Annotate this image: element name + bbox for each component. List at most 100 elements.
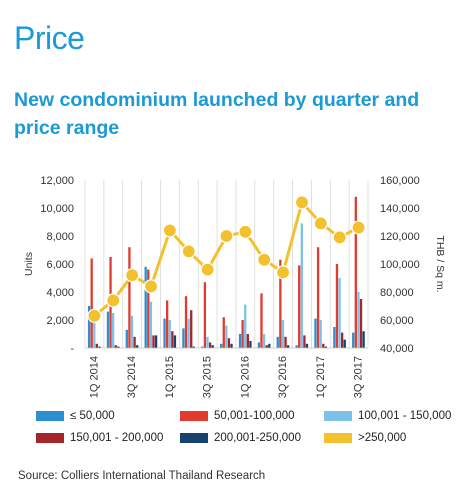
bar bbox=[238, 334, 242, 348]
y2-tick-label: 80,000 bbox=[380, 287, 414, 299]
bar bbox=[192, 346, 195, 348]
bar bbox=[324, 346, 328, 348]
line-point bbox=[332, 230, 347, 245]
bar bbox=[362, 331, 365, 348]
bar bbox=[343, 339, 346, 348]
legend-item: >250,000 bbox=[324, 432, 406, 444]
bar bbox=[203, 282, 207, 348]
bar bbox=[168, 320, 171, 348]
bar bbox=[303, 335, 306, 348]
line-point bbox=[238, 224, 253, 239]
legend-swatch bbox=[180, 433, 208, 443]
y2-tick-label: 60,000 bbox=[380, 315, 414, 327]
line-point bbox=[143, 279, 159, 294]
bar bbox=[287, 345, 290, 348]
bar bbox=[152, 335, 155, 348]
bar bbox=[117, 346, 120, 348]
x-tick-label: 3Q 2016 bbox=[277, 356, 289, 398]
bar bbox=[249, 341, 252, 348]
legend-swatch bbox=[36, 433, 64, 443]
bar bbox=[295, 345, 298, 348]
axes: - 2,000 4,000 6,000 8,000 10,000 12,000 40,000 6… bbox=[23, 175, 446, 398]
bar bbox=[173, 335, 177, 348]
bar bbox=[171, 331, 174, 348]
legend-label: 150,001 - 200,000 bbox=[70, 432, 164, 444]
bar bbox=[208, 342, 212, 348]
bar bbox=[112, 313, 115, 348]
legend-label: >250,000 bbox=[358, 432, 407, 444]
bar bbox=[133, 336, 136, 348]
bar bbox=[241, 320, 244, 348]
bar bbox=[300, 223, 303, 348]
bar bbox=[184, 296, 188, 348]
line-point bbox=[276, 265, 291, 280]
bar bbox=[149, 301, 153, 348]
bar bbox=[220, 343, 223, 348]
y2-tick-label: 160,000 bbox=[380, 175, 420, 187]
grid bbox=[84, 180, 369, 348]
bar bbox=[147, 269, 150, 348]
bar bbox=[341, 332, 344, 348]
bar bbox=[305, 343, 309, 348]
bar bbox=[268, 343, 271, 348]
y-axis-title: Units bbox=[23, 252, 35, 276]
bar bbox=[279, 259, 282, 348]
bar bbox=[114, 345, 117, 348]
bar bbox=[163, 318, 166, 348]
line-point bbox=[219, 228, 234, 244]
legend-item: 150,001 - 200,000 bbox=[36, 432, 163, 444]
bar bbox=[98, 346, 101, 348]
bar bbox=[90, 258, 93, 348]
page-title: Price bbox=[14, 20, 85, 56]
bar bbox=[222, 317, 225, 348]
bar bbox=[359, 299, 363, 348]
x-tick-label: 1Q 2014 bbox=[88, 356, 100, 398]
chart-subtitle: New condominium launched by quarter and … bbox=[14, 89, 420, 139]
y2-axis-title: THB / Sq m. bbox=[434, 235, 446, 292]
y2-tick-label: 140,000 bbox=[380, 203, 420, 215]
bar bbox=[265, 345, 268, 348]
line-point bbox=[200, 262, 215, 277]
line-point bbox=[181, 244, 196, 259]
bar bbox=[281, 320, 285, 348]
y-tick-label: 8,000 bbox=[46, 231, 74, 243]
bar bbox=[314, 318, 317, 348]
x-tick-label: 1Q 2016 bbox=[239, 356, 251, 398]
bar bbox=[211, 345, 214, 348]
y-tick-label: - bbox=[70, 343, 74, 355]
x-tick-label: 3Q 2015 bbox=[202, 356, 214, 398]
bar bbox=[284, 336, 287, 348]
line-point bbox=[87, 308, 102, 323]
bar bbox=[87, 306, 91, 348]
legend-item: 100,001 - 150,000 bbox=[324, 410, 451, 422]
bar bbox=[190, 310, 193, 348]
x-tick-label: 1Q 2015 bbox=[164, 356, 176, 398]
bar bbox=[225, 325, 228, 348]
x-tick-label: 3Q 2017 bbox=[353, 356, 365, 398]
bar bbox=[166, 300, 169, 348]
legend-label: 100,001 - 150,000 bbox=[358, 410, 452, 422]
bar bbox=[260, 293, 263, 348]
bar bbox=[246, 334, 249, 348]
y-tick-label: 10,000 bbox=[40, 203, 74, 215]
bar bbox=[335, 264, 339, 348]
y-tick-label: 4,000 bbox=[46, 287, 74, 299]
bar bbox=[106, 311, 110, 348]
bar bbox=[201, 346, 204, 348]
legend-item: 50,001-100,000 bbox=[180, 410, 295, 422]
bar bbox=[257, 342, 261, 348]
y2-tick-label: 100,000 bbox=[380, 259, 420, 271]
bar bbox=[298, 265, 301, 348]
legend-swatch bbox=[180, 411, 208, 421]
bar bbox=[322, 343, 325, 348]
line-point bbox=[351, 220, 366, 235]
x-tick-label: 3Q 2014 bbox=[126, 356, 138, 398]
line-point bbox=[125, 268, 140, 283]
bar bbox=[262, 334, 266, 348]
legend-label: 50,001-100,000 bbox=[214, 410, 295, 422]
bars bbox=[87, 196, 365, 348]
bar bbox=[125, 329, 128, 348]
legend-swatch bbox=[36, 411, 64, 421]
y-tick-label: 12,000 bbox=[40, 175, 74, 187]
